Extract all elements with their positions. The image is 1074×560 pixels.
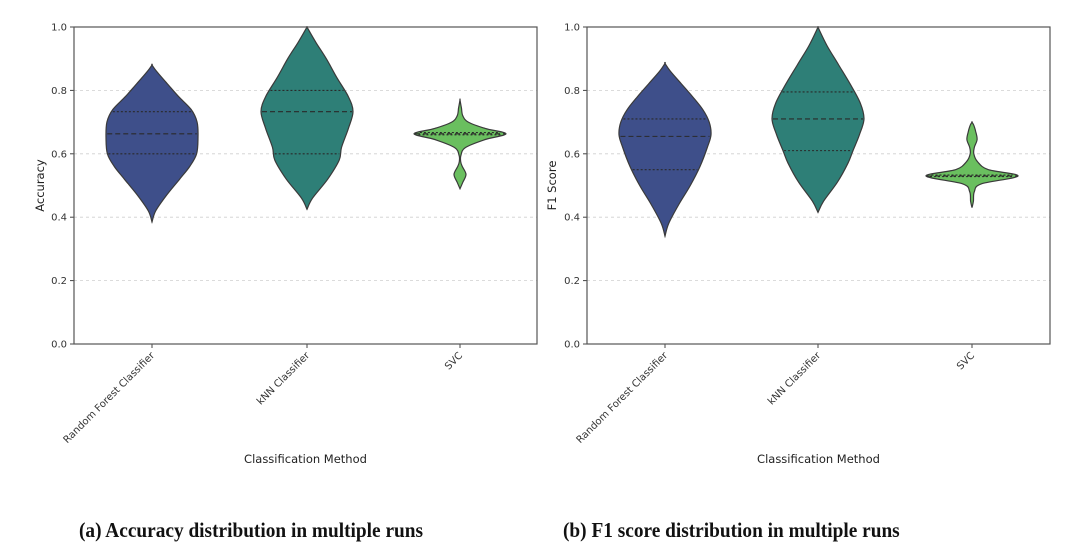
y-tick-label: 0.4	[564, 213, 580, 224]
panel-b: 0.0 0.2 0.4 0.6 0.8 1.0 Random Forest Classifi…	[545, 23, 1051, 466]
y-tick-label: 0.4	[51, 213, 67, 224]
x-tick-label: Random Forest Classifier	[575, 350, 671, 446]
caption-a: (a) Accuracy distribution in multiple ru…	[79, 518, 424, 542]
x-tick-label: kNN Classifier	[255, 350, 313, 408]
y-tick-label: 0.8	[564, 86, 580, 97]
y-tick-label: 0.2	[564, 276, 580, 287]
y-tick-label: 0.6	[564, 149, 580, 160]
panel-a: 0.0 0.2 0.4 0.6 0.8 1.0 Random Forest Classifi…	[33, 23, 538, 466]
violin-knn-classifier	[771, 26, 865, 214]
y-tick-label: 0.0	[51, 340, 67, 351]
violin-svc	[413, 98, 507, 191]
violin-knn-classifier	[260, 26, 354, 211]
violin-random-forest-classifier	[105, 63, 199, 224]
y-tick-label: 1.0	[564, 23, 580, 34]
x-axis-label: Classification Method	[244, 452, 367, 466]
x-tick-label: kNN Classifier	[766, 350, 824, 408]
y-axis-label: F1 Score	[545, 161, 559, 211]
x-axis-label: Classification Method	[757, 452, 880, 466]
caption-b: (b) F1 score distribution in multiple ru…	[563, 518, 900, 542]
violin-random-forest-classifier	[618, 61, 712, 239]
y-tick-label: 0.2	[51, 276, 67, 287]
y-tick-label: 0.8	[51, 86, 67, 97]
x-tick-label: SVC	[443, 350, 465, 372]
y-axis-label: Accuracy	[33, 159, 47, 212]
axes-frame	[586, 26, 1051, 345]
x-tick-label: Random Forest Classifier	[62, 350, 158, 446]
y-tick-label: 1.0	[51, 23, 67, 34]
y-tick-label: 0.6	[51, 149, 67, 160]
violin-svc	[925, 121, 1019, 208]
x-tick-label: SVC	[955, 350, 977, 372]
y-tick-label: 0.0	[564, 340, 580, 351]
axes-frame	[73, 26, 538, 345]
